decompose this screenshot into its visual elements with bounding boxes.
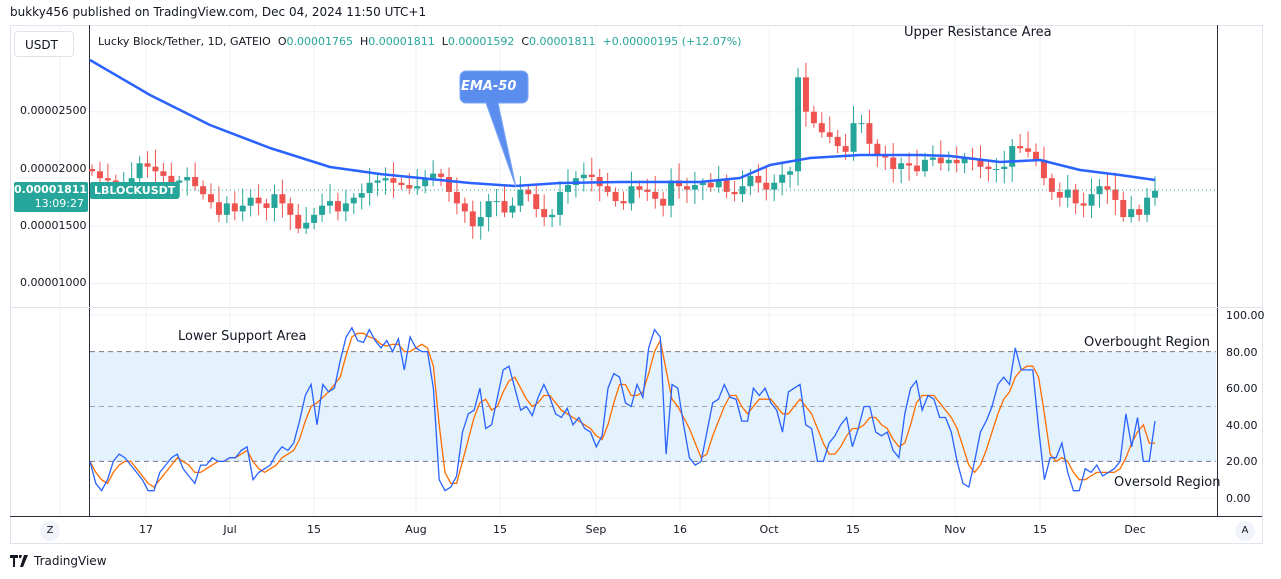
symbol-tag: LBLOCKUSDT	[90, 182, 180, 199]
right-scale-border	[1217, 25, 1218, 517]
currency-button[interactable]: USDT	[14, 31, 74, 57]
time-tick: Nov	[944, 523, 966, 536]
price-scale[interactable]	[10, 25, 90, 517]
time-tick: Dec	[1124, 523, 1146, 536]
symbol-description: Lucky Block/Tether, 1D, GATEIO	[98, 35, 271, 48]
high-value: 0.00001811	[368, 35, 435, 48]
time-tick: Aug	[405, 523, 427, 536]
upper-resistance-label: Upper Resistance Area	[904, 25, 1052, 40]
time-tick: 16	[673, 523, 687, 536]
time-tick: 15	[846, 523, 860, 536]
ema-callout-label[interactable]: EMA-50	[461, 79, 517, 94]
auto-scale-button[interactable]: A	[1235, 521, 1255, 541]
price-tick: 0.00001000	[20, 276, 87, 289]
tradingview-logo[interactable]: TradingView	[10, 554, 107, 568]
osc-tick: 20.00	[1226, 455, 1258, 468]
change-value: +0.00000195 (+12.07%)	[602, 35, 742, 48]
bar-countdown: 13:09:27	[34, 197, 84, 210]
time-tick: 15	[1033, 523, 1047, 536]
lower-support-label: Lower Support Area	[178, 329, 307, 344]
time-tick: Sep	[585, 523, 607, 536]
osc-tick: 80.00	[1226, 346, 1258, 359]
time-tick: Jul	[223, 523, 237, 536]
price-tick: 0.00001500	[20, 219, 87, 232]
osc-tick: 60.00	[1226, 382, 1258, 395]
overbought-label: Overbought Region	[1084, 335, 1210, 350]
osc-tick: 0.00	[1226, 492, 1251, 505]
time-axis-border	[10, 516, 1262, 517]
time-tick: 17	[139, 523, 153, 536]
open-value: 0.00001765	[286, 35, 353, 48]
price-tick: 0.00002500	[20, 104, 87, 117]
price-tick: 0.00002000	[20, 162, 87, 175]
time-tick: 15	[307, 523, 321, 536]
pane-separator[interactable]	[10, 307, 1262, 308]
oversold-label: Oversold Region	[1114, 475, 1221, 490]
current-price-label: 0.00001811 13:09:27	[14, 182, 88, 212]
time-tick: Oct	[759, 523, 779, 536]
close-value: 0.00001811	[529, 35, 596, 48]
time-tick: 15	[493, 523, 507, 536]
scale-left-button[interactable]: Z	[40, 521, 60, 541]
publisher-line: bukky456 published on TradingView.com, D…	[10, 5, 427, 19]
tradingview-logo-icon	[10, 555, 28, 567]
low-value: 0.00001592	[447, 35, 515, 48]
series-legend: Lucky Block/Tether, 1D, GATEIO O0.000017…	[98, 35, 742, 48]
osc-tick: 40.00	[1226, 419, 1258, 432]
osc-tick: 100.00	[1226, 309, 1265, 322]
